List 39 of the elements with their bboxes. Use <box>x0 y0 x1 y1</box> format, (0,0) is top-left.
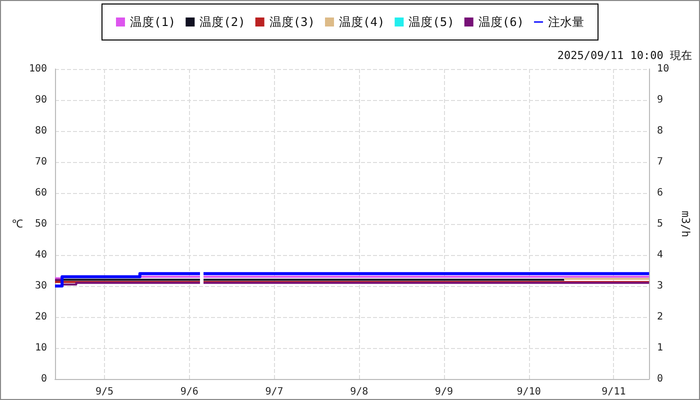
y2-tick-label: 1 <box>657 342 664 354</box>
y2-tick-label: 6 <box>657 188 664 198</box>
y-tick-label: 50 <box>34 218 47 230</box>
x-tick-label: 9/11 <box>602 386 626 398</box>
y-tick-label: 40 <box>34 250 47 260</box>
y2-tick-label: 3 <box>657 280 664 292</box>
legend-label: 温度(4) <box>339 15 385 29</box>
legend-label: 温度(5) <box>408 15 454 29</box>
x-tick-label: 9/6 <box>180 386 198 398</box>
y2-tick-label: 10 <box>657 64 670 74</box>
y2-tick-label: 9 <box>657 94 664 106</box>
y-tick-label: 90 <box>34 94 47 106</box>
y2-tick-label: 2 <box>657 312 664 322</box>
x-tick-label: 9/5 <box>95 386 114 398</box>
y-tick-label: 30 <box>34 280 47 292</box>
y-tick-label: 10 <box>34 342 47 354</box>
x-tick-label: 9/7 <box>265 386 284 398</box>
y-tick-label: 80 <box>34 126 47 136</box>
legend-label: 温度(6) <box>478 15 524 29</box>
y2-tick-label: 8 <box>657 126 664 136</box>
chart-subtitle: 2025/09/11 10:00 現在 <box>557 49 692 62</box>
y-tick-label: 20 <box>34 312 47 322</box>
y2-tick-label: 0 <box>657 374 664 384</box>
legend-label: 温度(3) <box>269 15 316 29</box>
y-tick-label: 70 <box>34 156 47 168</box>
x-tick-label: 9/8 <box>350 386 368 398</box>
y-tick-label: 100 <box>28 64 47 74</box>
y-tick-label: 60 <box>34 188 47 198</box>
y2-axis-title: m3/h <box>679 210 692 238</box>
y2-tick-label: 7 <box>657 156 664 168</box>
x-tick-label: 9/9 <box>434 386 453 398</box>
legend-label: 温度(1) <box>130 15 176 29</box>
y-axis-title: ℃ <box>12 218 24 230</box>
y2-tick-label: 5 <box>657 218 664 230</box>
y2-tick-label: 4 <box>657 250 664 260</box>
x-tick-label: 9/10 <box>516 386 541 398</box>
legend-label: 温度(2) <box>200 15 246 29</box>
y-tick-label: 0 <box>40 374 47 384</box>
legend-label: 注水量 <box>548 15 584 29</box>
